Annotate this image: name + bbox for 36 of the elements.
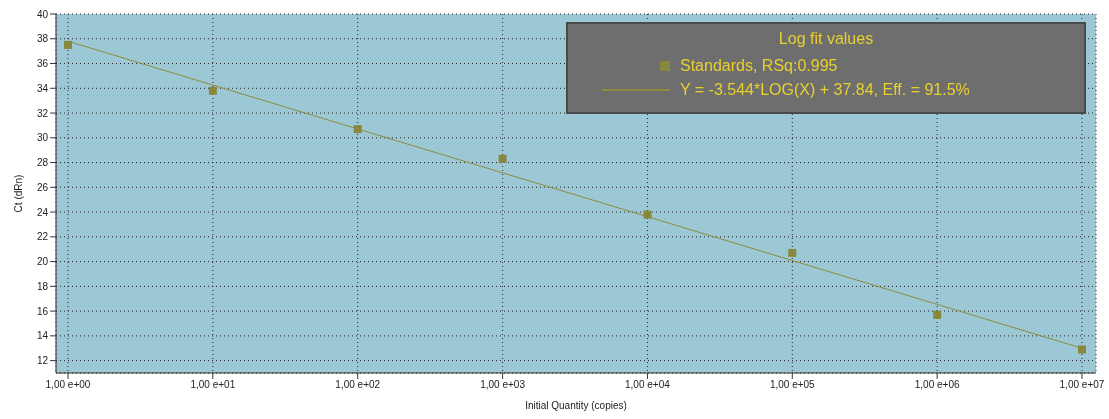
y-tick-label: 34 — [36, 82, 49, 94]
y-tick-label: 18 — [36, 280, 49, 292]
x-tick-label: 1,00 e+06 — [914, 379, 960, 391]
x-tick-label: 1,00 e+02 — [335, 379, 381, 391]
y-tick-label: 22 — [36, 231, 49, 243]
point — [353, 125, 362, 134]
y-tick-label: 36 — [36, 58, 49, 70]
point — [208, 86, 217, 95]
x-tick-label: 1,00 e+04 — [625, 379, 671, 391]
legend-title: Log fit values — [777, 30, 875, 48]
y-tick-label: 20 — [36, 256, 49, 268]
x-tick-label: 1,00 e+00 — [45, 379, 91, 391]
y-tick-label: 26 — [36, 181, 49, 193]
y-axis-title: Ct (dRn) — [12, 174, 24, 213]
y-tick-label: 12 — [36, 355, 49, 367]
x-tick-label: 1,00 e+05 — [769, 379, 816, 391]
x-axis-title: Initial Quantity (copies) — [525, 400, 627, 411]
point — [1078, 345, 1086, 354]
y-tick-label: 14 — [36, 330, 49, 342]
y-tick-label: 30 — [36, 132, 49, 144]
point — [643, 210, 652, 219]
x-tick-label: 1,00 e+03 — [480, 379, 526, 391]
point — [933, 310, 942, 319]
y-tick-label: 24 — [36, 206, 49, 218]
x-tick-label: 1,00 e+01 — [190, 379, 236, 391]
y-tick-label: 32 — [36, 107, 49, 119]
y-tick-label: 28 — [36, 157, 49, 169]
point — [498, 154, 507, 163]
point — [64, 40, 72, 49]
legend-label: Standards, RSq:0.995 — [680, 57, 838, 75]
y-tick-label: 40 — [36, 8, 49, 20]
x-tick-label: 1,00 e+07 — [1059, 379, 1105, 391]
y-tick-label: 38 — [36, 33, 49, 45]
y-tick-label: 16 — [36, 305, 49, 317]
legend-label: Y = -3.544*LOG(X) + 37.84, Eff. = 91.5% — [680, 81, 970, 99]
point — [788, 248, 797, 257]
